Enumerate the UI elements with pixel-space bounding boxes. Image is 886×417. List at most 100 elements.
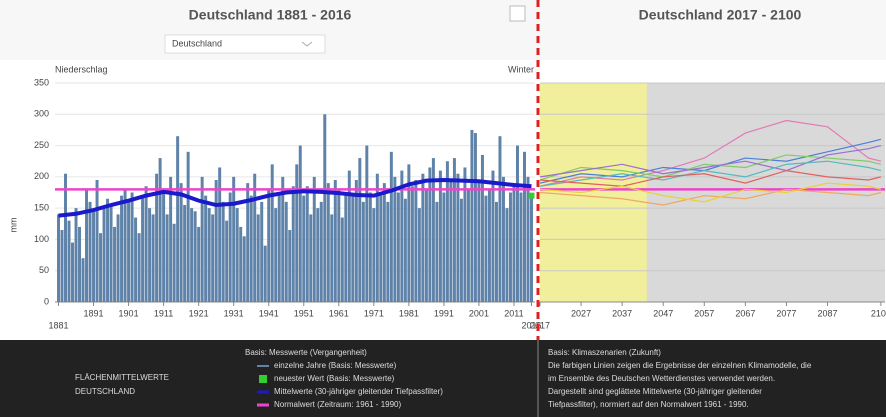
bar	[102, 208, 106, 302]
bar	[309, 214, 313, 302]
bar	[333, 179, 337, 302]
bar	[505, 208, 509, 302]
x-tick-label: 1991	[434, 308, 454, 318]
bar	[354, 179, 358, 302]
bar	[515, 145, 519, 302]
bar	[368, 192, 372, 302]
bar	[463, 167, 467, 302]
bar	[375, 173, 379, 302]
bar	[120, 195, 124, 302]
left-title: Deutschland 1881 - 2016	[189, 7, 352, 23]
y-tick-label: 350	[34, 77, 49, 87]
x-tick-label: 2077	[776, 308, 796, 318]
bar	[316, 208, 320, 302]
bar	[162, 189, 166, 302]
header-bg	[0, 0, 886, 60]
bar	[99, 233, 103, 302]
legend-description: im Ensemble des Deutschen Wetterdienstes…	[548, 374, 775, 383]
bar	[330, 214, 334, 302]
bar	[508, 192, 512, 302]
bar	[239, 226, 243, 302]
bar	[155, 173, 159, 302]
bar	[267, 189, 271, 302]
y-tick-label: 250	[34, 140, 49, 150]
bar	[407, 164, 411, 302]
region-label: FLÄCHENMITTELWERTE	[75, 373, 169, 382]
bar	[361, 201, 365, 302]
bar	[246, 183, 250, 302]
bar	[78, 226, 82, 302]
bar	[494, 201, 498, 302]
bar	[193, 211, 197, 302]
bar	[431, 158, 435, 302]
bar	[501, 176, 505, 302]
bar	[60, 230, 64, 302]
bar	[281, 176, 285, 302]
x-tick-label: 2067	[735, 308, 755, 318]
x-tick-label: 2037	[612, 308, 632, 318]
region-label: DEUTSCHLAND	[75, 387, 135, 396]
legend-heading: Basis: Klimaszenarien (Zukunft)	[548, 348, 661, 357]
bar	[319, 201, 323, 302]
bar	[221, 201, 225, 302]
scenario-line	[539, 182, 882, 203]
bar	[466, 189, 470, 302]
bar	[253, 173, 257, 302]
bar	[64, 173, 67, 302]
bar	[347, 170, 351, 302]
x-tick-label: 2027	[571, 308, 591, 318]
bar	[323, 114, 327, 303]
bar	[186, 151, 190, 302]
bar	[526, 176, 530, 302]
bar	[288, 230, 292, 302]
bar	[519, 192, 523, 302]
bar	[449, 179, 453, 302]
bar	[130, 192, 134, 302]
bar	[403, 198, 407, 302]
bar	[410, 186, 414, 302]
bar	[165, 214, 169, 302]
bar	[179, 183, 183, 302]
bar	[312, 176, 316, 302]
bar	[207, 208, 211, 302]
bar	[445, 161, 449, 302]
legend-description: Die farbigen Linien zeigen die Ergebniss…	[548, 361, 812, 370]
x-tick-label: 2016	[521, 320, 541, 330]
bar	[372, 208, 376, 302]
bar	[337, 189, 341, 302]
bar	[176, 136, 180, 302]
bar	[158, 158, 162, 302]
bar	[92, 211, 96, 302]
bar	[396, 192, 400, 302]
bar	[74, 208, 78, 302]
bar	[298, 145, 302, 302]
shaded-period	[540, 83, 647, 302]
x-tick-label: 1891	[84, 308, 104, 318]
x-tick-label: 1911	[154, 308, 173, 318]
region-dropdown[interactable]: Deutschland	[164, 34, 326, 54]
bar	[197, 226, 201, 302]
x-tick-label: 1931	[224, 308, 244, 318]
bar	[270, 164, 274, 302]
bar	[204, 195, 208, 302]
scenario-line	[539, 119, 882, 187]
x-tick-label: 2017	[530, 320, 550, 330]
bar	[452, 158, 456, 302]
bar	[67, 220, 71, 302]
x-tick-label: 1921	[189, 308, 209, 318]
bar	[365, 145, 369, 302]
bar	[151, 214, 155, 302]
bar	[428, 167, 432, 302]
bar	[358, 158, 362, 302]
scenario-line	[539, 169, 882, 187]
info-button[interactable]	[509, 5, 526, 22]
bar	[438, 170, 442, 302]
dropdown-text[interactable]: Deutschland	[172, 38, 222, 48]
x-tick-label: 1981	[399, 308, 419, 318]
x-tick-label: 1901	[119, 308, 139, 318]
y-tick-label: 200	[34, 171, 49, 181]
bar	[473, 133, 477, 302]
legend-label: neuester Wert (Basis: Messwerte)	[274, 374, 395, 383]
bar	[382, 183, 386, 302]
bar	[512, 183, 516, 302]
